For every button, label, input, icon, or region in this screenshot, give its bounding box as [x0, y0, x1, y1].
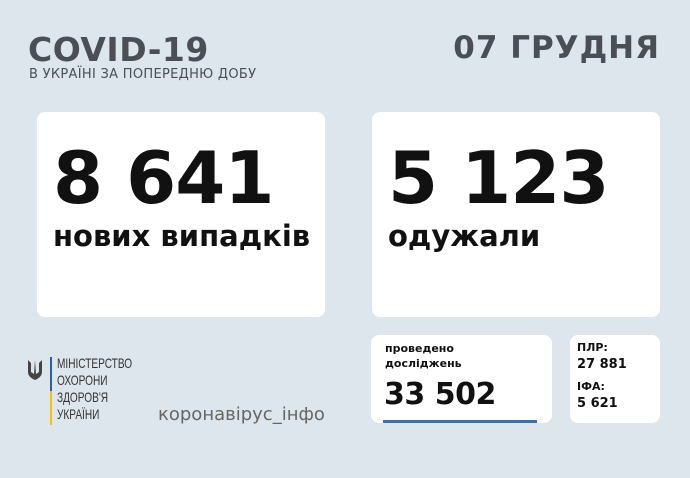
page-subtitle: В УКРАЇНІ ЗА ПОПЕРЕДНЮ ДОБУ — [29, 67, 257, 82]
ifa-label: ІФА: — [577, 380, 605, 393]
page-title: COVID-19 — [28, 30, 209, 69]
logo-divider — [50, 357, 52, 425]
recovered-label: одужали — [388, 219, 541, 253]
ministry-line: ЗДОРОВ'Я — [57, 389, 109, 405]
test-breakdown-card: ПЛР: 27 881 ІФА: 5 621 — [570, 335, 660, 423]
recovered-card: 5 123 одужали — [372, 112, 660, 317]
date-label: 07 ГРУДНЯ — [453, 30, 660, 66]
tests-label-line: досліджень — [385, 357, 462, 370]
hashtag: коронавірус_інфо — [158, 404, 325, 425]
tests-accent-bar — [383, 420, 537, 423]
pcr-label: ПЛР: — [577, 341, 608, 354]
recovered-value: 5 123 — [388, 136, 609, 220]
pcr-value: 27 881 — [577, 357, 627, 372]
tests-label: проведено досліджень — [385, 341, 462, 371]
ministry-line: ОХОРОНИ — [57, 372, 108, 388]
new-cases-label: нових випадків — [53, 219, 311, 253]
tests-card: проведено досліджень 33 502 — [371, 335, 552, 423]
ministry-line: МІНІСТЕРСТВО — [57, 355, 133, 371]
tests-label-line: проведено — [385, 342, 454, 355]
new-cases-value: 8 641 — [53, 136, 274, 220]
tests-value: 33 502 — [384, 377, 496, 412]
ifa-value: 5 621 — [577, 396, 618, 411]
ministry-line: УКРАЇНИ — [57, 406, 100, 422]
trident-icon — [28, 360, 42, 380]
new-cases-card: 8 641 нових випадків — [37, 112, 325, 317]
ministry-logo-text: МІНІСТЕРСТВО ОХОРОНИ ЗДОРОВ'Я УКРАЇНИ — [57, 355, 132, 423]
